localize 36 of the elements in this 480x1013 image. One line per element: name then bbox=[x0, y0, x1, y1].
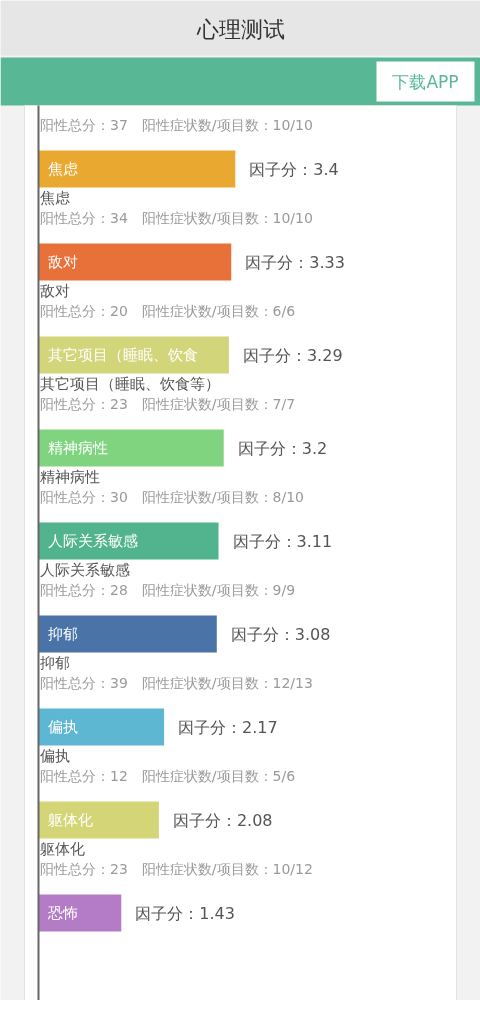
data-label: 因子分：3.08 bbox=[230, 624, 331, 644]
bar bbox=[38, 429, 224, 467]
text: 下载APP bbox=[392, 71, 459, 92]
y-tick-label: 人际关系敏感 bbox=[47, 532, 138, 550]
data-label: 因子分：3.4 bbox=[249, 159, 339, 179]
y-tick-label: 其它项目（睡眠、饮食 bbox=[47, 346, 198, 364]
data-label: 因子分：3.11 bbox=[232, 531, 333, 551]
annotation: 阳性总分：39 阳性症状数/项目数：12/13 bbox=[40, 674, 313, 691]
annotation: 阳性总分：23 阳性症状数/项目数：7/7 bbox=[40, 395, 296, 412]
y-tick-label: 恐怖 bbox=[46, 904, 78, 922]
annotation: 阳性总分：28 阳性症状数/项目数：9/9 bbox=[40, 581, 296, 598]
data-label: 因子分：2.17 bbox=[178, 717, 278, 737]
y-tick-label: 抑郁 bbox=[47, 625, 78, 643]
bar bbox=[38, 243, 232, 281]
bar bbox=[38, 801, 159, 839]
annotation: 阳性总分：12 阳性症状数/项目数：5/6 bbox=[40, 767, 296, 784]
y-tick-label: 敌对 bbox=[47, 253, 78, 271]
y-tick-label: 焦虑 bbox=[47, 160, 78, 178]
annotation: 阳性总分：34 阳性症状数/项目数：10/10 bbox=[40, 209, 313, 226]
y-tick-label: 精神病性 bbox=[47, 439, 108, 457]
annotation: 阳性总分：30 阳性症状数/项目数：8/10 bbox=[40, 488, 304, 505]
chart-title: 心理测试 bbox=[195, 16, 285, 42]
bar bbox=[38, 615, 217, 653]
annotation: 阳性总分：23 阳性症状数/项目数：10/12 bbox=[40, 860, 313, 877]
data-label: 因子分：1.43 bbox=[135, 903, 235, 923]
data-label: 因子分：3.33 bbox=[245, 252, 345, 272]
annotation: 阳性总分：20 阳性症状数/项目数：6/6 bbox=[40, 302, 296, 319]
data-label: 因子分：3.29 bbox=[242, 345, 343, 365]
annotation: 其它项目（睡眠、饮食等） bbox=[40, 374, 220, 393]
data-label: 因子分：3.2 bbox=[237, 438, 328, 458]
y-tick-label: 躯体化 bbox=[47, 811, 93, 829]
y-tick-label: 偏执 bbox=[47, 718, 78, 736]
bar bbox=[38, 708, 165, 746]
data-label: 因子分：2.08 bbox=[172, 810, 273, 830]
bar bbox=[38, 150, 236, 188]
annotation: 阳性总分：37 阳性症状数/项目数：10/10 bbox=[40, 116, 313, 133]
